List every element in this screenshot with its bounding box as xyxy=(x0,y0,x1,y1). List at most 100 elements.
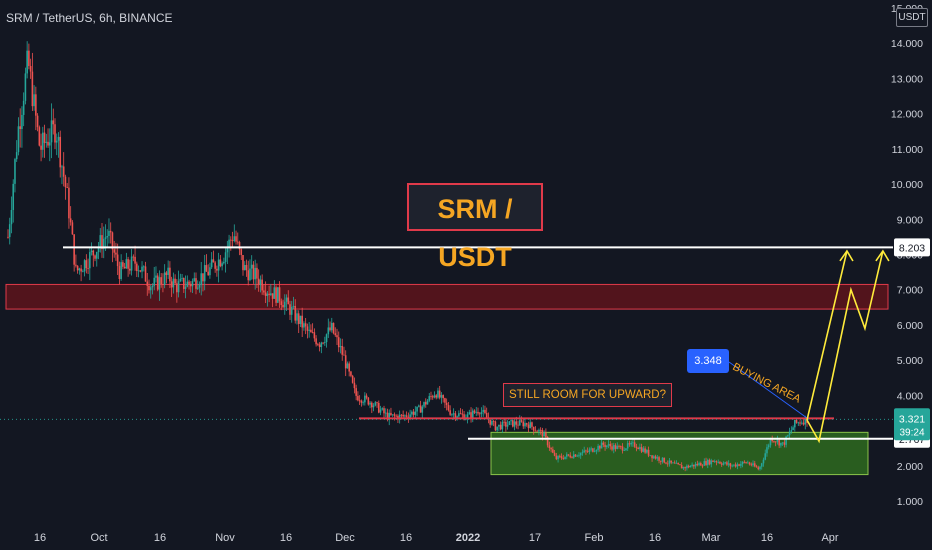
candle-body xyxy=(7,236,9,238)
candle-body xyxy=(475,411,478,413)
candle-body xyxy=(741,461,744,465)
time-tick-label: 16 xyxy=(280,532,292,544)
candle-body xyxy=(24,73,27,101)
candle-body xyxy=(87,268,89,269)
candle-body xyxy=(444,398,446,403)
candle-body xyxy=(800,422,803,424)
candle-body xyxy=(75,264,77,266)
candle-body xyxy=(334,333,337,336)
candle-body xyxy=(92,250,95,256)
candle-body xyxy=(713,461,716,463)
candle-body xyxy=(42,132,44,150)
candle-body xyxy=(588,449,591,452)
candle-body xyxy=(141,266,143,272)
candle-body xyxy=(571,457,573,459)
candle-body xyxy=(99,235,102,247)
candle-body xyxy=(282,305,284,308)
candle-body xyxy=(299,315,302,324)
candle-body xyxy=(391,414,394,416)
candle-body xyxy=(398,414,401,420)
candle-body xyxy=(435,395,438,398)
candle-body xyxy=(365,395,368,398)
time-tick-label: Dec xyxy=(335,532,355,544)
candle-body xyxy=(236,241,239,243)
resistance-price-badge-bg xyxy=(894,238,930,257)
candle-body xyxy=(477,411,479,414)
candle-body xyxy=(125,259,128,269)
candle-body xyxy=(330,322,333,331)
candle-body xyxy=(327,327,330,335)
candle-body xyxy=(489,419,491,425)
candle-body xyxy=(259,279,262,286)
candle-body xyxy=(532,426,535,431)
candle-body xyxy=(270,293,272,296)
candle-body xyxy=(205,265,208,272)
candle-body xyxy=(106,236,109,238)
candle-body xyxy=(146,281,149,286)
candle-body xyxy=(372,405,375,408)
time-axis[interactable]: 16 Oct 16 Nov 16 Dec 16 2022 17 Feb 16 Mar 16 Apr xyxy=(34,532,839,544)
candle-body xyxy=(308,329,310,331)
candle-body xyxy=(97,246,100,252)
candle-body xyxy=(659,460,662,462)
candle-body xyxy=(778,439,780,446)
candle-body xyxy=(219,259,222,267)
candle-body xyxy=(235,236,237,242)
candle-body xyxy=(48,142,51,146)
time-tick-label: 17 xyxy=(529,532,541,544)
candle-body xyxy=(642,448,645,452)
candle-body xyxy=(59,136,62,168)
candle-body xyxy=(546,436,549,446)
candle-body xyxy=(459,413,462,415)
candle-body xyxy=(468,412,471,415)
candle-body xyxy=(275,287,277,303)
candle-body xyxy=(750,464,753,466)
candle-body xyxy=(336,335,338,338)
candle-body xyxy=(15,152,18,160)
symbol-title[interactable]: SRM / TetherUS, 6h, BINANCE xyxy=(6,11,173,25)
candle-body xyxy=(90,250,93,253)
candle-body xyxy=(619,446,622,448)
candle-body xyxy=(290,306,293,315)
candle-body xyxy=(794,419,796,428)
candle-body xyxy=(555,455,558,460)
candle-body xyxy=(600,442,603,449)
candle-body xyxy=(501,421,504,430)
candle-body xyxy=(478,413,481,415)
candle-body xyxy=(10,209,13,225)
price-tick-label: 4.000 xyxy=(897,390,923,402)
candle-body xyxy=(673,462,676,464)
candle-body xyxy=(686,465,688,469)
levels-layer xyxy=(0,246,893,440)
candle-body xyxy=(181,277,183,279)
price-axis[interactable]: 1.0002.0003.0004.0005.0006.0007.0008.000… xyxy=(891,3,923,508)
candle-body xyxy=(579,453,582,456)
candle-body xyxy=(552,449,554,453)
candle-body xyxy=(149,287,152,291)
candle-body xyxy=(755,466,758,468)
candle-body xyxy=(35,94,37,116)
candle-body xyxy=(176,283,178,293)
candle-body xyxy=(405,415,408,417)
candle-body xyxy=(703,461,706,466)
candle-body xyxy=(679,464,681,466)
candle-body xyxy=(517,424,519,426)
candle-body xyxy=(289,304,291,315)
candle-body xyxy=(773,441,775,442)
candle-body xyxy=(534,430,537,432)
candle-body xyxy=(698,463,700,466)
candle-body xyxy=(804,417,807,425)
candle-body xyxy=(595,450,598,452)
candle-body xyxy=(132,256,135,258)
candle-body xyxy=(524,423,526,427)
candle-body xyxy=(148,285,150,291)
currency-badge[interactable]: USDT xyxy=(896,8,928,27)
candle-body xyxy=(325,334,328,343)
candle-body xyxy=(418,405,420,407)
candle-body xyxy=(395,415,397,417)
candle-body xyxy=(471,410,474,418)
candle-body xyxy=(766,447,768,454)
candle-body xyxy=(115,252,117,255)
candle-body xyxy=(292,305,295,307)
